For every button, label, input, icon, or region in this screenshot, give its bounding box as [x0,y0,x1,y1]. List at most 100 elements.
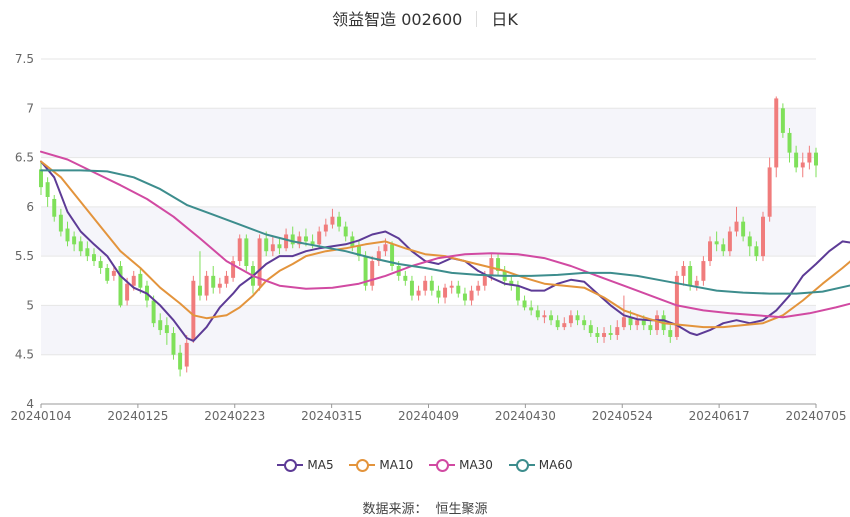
grid-band [41,305,816,355]
candle-body [383,244,388,252]
candle-body [131,275,136,286]
candle-body [628,317,633,326]
candle-body [449,285,454,288]
candle-body [72,236,77,245]
x-tick-label: 20240524 [592,409,653,423]
candle-body [297,236,302,245]
candle-body [211,275,216,288]
legend-item-ma30[interactable]: MA30 [429,458,493,472]
chart-legend: MA5 MA10 MA30 MA60 [0,458,850,472]
candle-body [701,261,706,281]
y-tick-label: 5.5 [15,249,34,263]
y-tick-label: 4.5 [15,348,34,362]
candle-body [409,280,414,296]
y-tick-label: 7.5 [15,52,34,66]
candle-body [436,290,441,298]
candle-body [390,244,395,266]
candle-body [376,251,381,262]
legend-marker-ma30 [429,458,456,472]
candle-body [568,315,573,324]
candle-body [429,280,434,291]
legend-label-ma5: MA5 [307,458,334,472]
candle-body [416,290,421,296]
candle-body [462,293,467,301]
candle-body [39,169,43,188]
candle-body [814,152,818,166]
candle-body [562,323,567,328]
candle-body [754,246,759,257]
x-tick-label: 20240104 [10,409,71,423]
candle-body [164,325,169,334]
candle-body [794,152,799,168]
candle-body [535,310,540,318]
legend-label-ma10: MA10 [379,458,414,472]
y-tick-label: 6.5 [15,151,34,165]
candle-body [515,285,520,301]
title-divider [476,11,478,27]
candle-body [741,221,746,237]
candle-body [549,315,554,321]
candle-body [443,287,448,298]
candle-body [555,320,560,328]
candle-body [767,167,772,217]
candle-body [217,283,222,288]
candle-body [747,236,752,247]
series-line-ma5 [40,160,850,342]
candle-body [138,273,143,288]
x-tick-label: 20240409 [398,409,459,423]
candle-body [588,325,593,334]
x-tick-label: 20240315 [301,409,362,423]
candle-body [476,285,481,291]
candle-body [151,300,156,324]
candle-body [330,216,335,225]
candle-body [45,182,50,197]
candle-body [244,238,249,266]
candle-body [423,280,428,291]
candle-body [118,266,123,306]
legend-item-ma10[interactable]: MA10 [349,458,413,472]
candle-body [125,283,130,301]
stock-name-code: 领益智造 002600 [332,10,463,29]
candle-body [284,234,289,249]
y-tick-label: 7 [26,101,34,115]
legend-item-ma5[interactable]: MA5 [277,458,334,472]
series-line-ma30 [40,150,850,319]
candle-body [317,231,322,245]
candle-body [323,224,328,232]
legend-item-ma60[interactable]: MA60 [508,458,573,472]
candle-body [496,258,501,271]
candle-body [257,238,262,286]
candle-body [191,280,196,340]
candle-body [224,275,229,284]
candle-body [204,275,209,296]
candle-body [277,244,282,249]
candle-body [469,290,474,301]
candle-body [688,266,693,286]
grid-band [41,108,816,158]
candle-body [615,327,620,335]
data-source-value: 恒生聚源 [435,502,488,517]
candle-body [734,221,739,232]
candle-body [648,325,653,331]
series-line-ma60 [40,169,850,295]
candle-body [171,333,176,355]
series-line-ma10 [40,160,850,329]
x-tick-label: 20240705 [785,409,846,423]
candle-body [270,244,275,252]
candle-body [608,333,613,335]
candle-body [522,300,527,308]
legend-marker-ma10 [349,458,376,472]
candle-body [721,244,726,252]
candle-body [542,315,547,318]
candle-body [65,228,70,242]
candle-body [197,285,202,296]
candle-body [509,280,514,286]
data-source: 数据来源： 恒生聚源 [0,498,850,517]
candle-body [727,231,732,252]
candle-body [343,226,348,237]
candle-body [800,162,805,168]
candle-body [264,238,269,252]
candle-body [807,152,812,163]
candle-body [337,216,342,227]
x-tick-label: 20240223 [204,409,265,423]
